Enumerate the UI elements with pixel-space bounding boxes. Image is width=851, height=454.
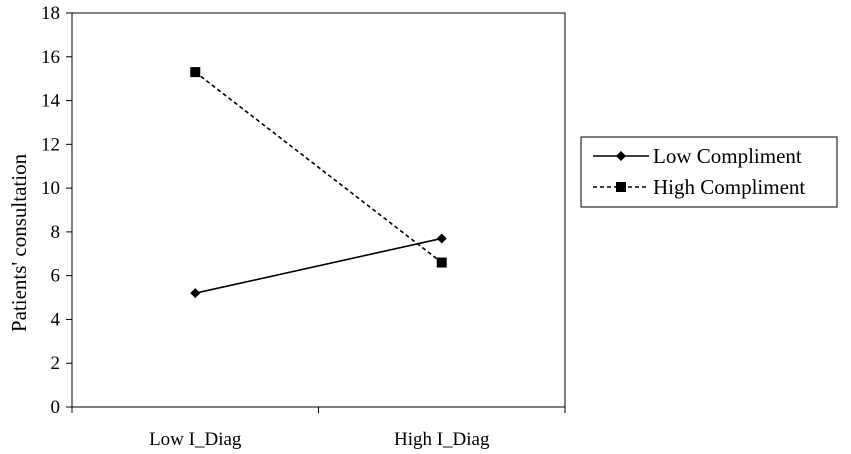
legend-item: High Compliment	[593, 175, 805, 199]
y-tick-label: 14	[41, 91, 61, 112]
y-tick-label: 10	[41, 178, 60, 199]
x-tick-label: High I_Diag	[394, 429, 490, 450]
y-tick-label: 0	[51, 397, 61, 418]
y-tick-label: 8	[51, 222, 61, 243]
plot-area	[71, 12, 566, 408]
y-tick-label: 6	[51, 266, 61, 287]
legend-label: High Compliment	[653, 175, 805, 199]
legend: Low Compliment High Compliment	[580, 136, 838, 208]
data-point	[436, 257, 447, 268]
plot-border	[71, 12, 566, 408]
legend-item: Low Compliment	[593, 144, 802, 168]
legend-label: Low Compliment	[653, 144, 802, 168]
series-line	[195, 237, 442, 294]
series-line	[194, 71, 443, 264]
y-axis: 0 2 4 6 8 10 12 14 16 18	[41, 3, 72, 418]
y-tick-label: 12	[41, 134, 60, 155]
data-point	[190, 67, 201, 78]
legend-marker	[616, 151, 626, 161]
y-tick-label: 4	[51, 309, 61, 330]
series-1	[190, 233, 447, 299]
legend-marker	[616, 182, 626, 192]
y-tick-label: 2	[51, 353, 61, 374]
legend-box	[580, 136, 838, 208]
y-tick-label: 18	[41, 3, 60, 24]
y-axis-label: Patients' consultation	[7, 153, 31, 332]
data-point	[436, 233, 447, 244]
y-tick-label: 16	[41, 47, 60, 68]
data-point	[190, 288, 201, 299]
series-layer	[190, 67, 447, 299]
x-axis: Low I_Diag High I_Diag	[71, 407, 566, 450]
series-2	[190, 67, 447, 268]
x-tick-label: Low I_Diag	[149, 429, 242, 450]
